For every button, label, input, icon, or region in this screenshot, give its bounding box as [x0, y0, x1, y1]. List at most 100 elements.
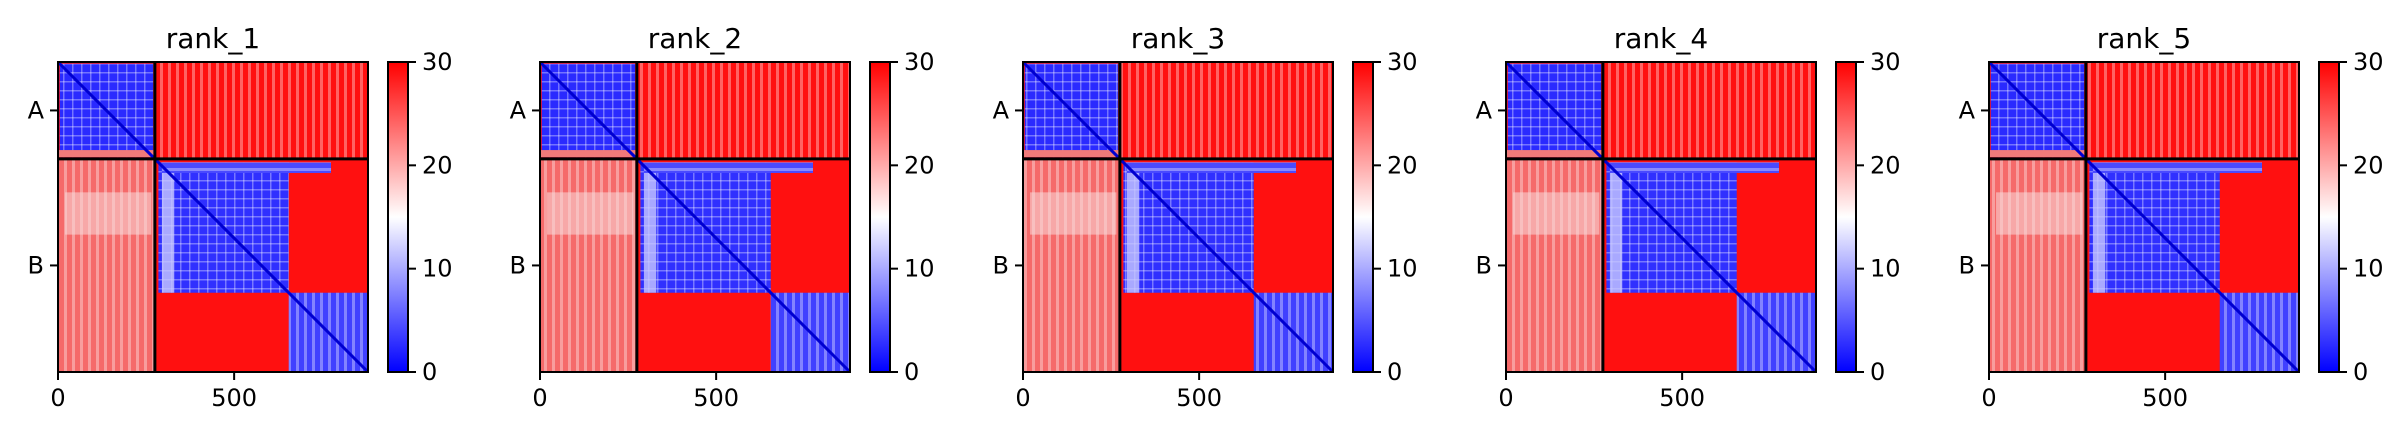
x-tick-label: 500 [693, 384, 739, 412]
colorbar-tick-label: 30 [422, 48, 453, 76]
colorbar-frame [869, 61, 891, 373]
colorbar-tick-label: 20 [422, 151, 453, 179]
y-tick-label: B [993, 251, 1009, 279]
heatmap-panel-5: rank_5 0 500 A B 0 10 20 30 [1959, 22, 2384, 412]
x-tick-label: 500 [1659, 384, 1705, 412]
colorbar-tick-label: 20 [904, 151, 935, 179]
y-tick-label: A [28, 96, 45, 124]
colorbar-tick-label: 10 [904, 255, 935, 283]
heatmap-panel-3: rank_3 0 500 A B 0 10 20 30 [993, 22, 1418, 412]
chain-a-lower-band [1989, 150, 2086, 158]
x-tick-label: 0 [1981, 384, 1996, 412]
panel-title: rank_1 [166, 22, 260, 55]
chain-b-domain-1-arm-texture [161, 162, 332, 173]
y-tick-label: B [28, 251, 44, 279]
colorbar-tick-label: 10 [1387, 255, 1418, 283]
x-tick-label: 0 [1498, 384, 1513, 412]
interchain-light-band [1513, 192, 1600, 235]
interchain-texture-ba [540, 158, 637, 372]
interchain-texture-ab [1602, 62, 1816, 159]
chain-b-domain-1-arm-texture [1609, 162, 1780, 173]
colorbar-tick-label: 20 [1387, 151, 1418, 179]
interchain-light-band [1996, 192, 2083, 235]
axes-frame [1505, 61, 1817, 373]
diagonal [1021, 60, 1335, 374]
x-tick-label: 0 [1015, 384, 1030, 412]
diagonal [1987, 60, 2301, 374]
colorbar-frame [1835, 61, 1857, 373]
chain-b-domain-1-arm-texture [643, 162, 814, 173]
colorbar-tick-label: 10 [422, 255, 453, 283]
chain-b-domain-1-light-column [2092, 172, 2106, 293]
axes-frame [539, 61, 851, 373]
y-tick-label: B [1476, 251, 1492, 279]
interchain-texture-ab [1119, 62, 1333, 159]
axes-frame [1022, 61, 1334, 373]
colorbar-tick-label: 20 [2353, 151, 2384, 179]
colorbar-frame [1352, 61, 1374, 373]
chain-a-lower-band [1023, 150, 1120, 158]
y-tick-label: B [1959, 251, 1975, 279]
x-tick-label: 500 [211, 384, 257, 412]
colorbar-tick-label: 0 [2353, 358, 2368, 386]
diagonal [56, 60, 370, 374]
axes-frame [1988, 61, 2300, 373]
y-tick-label: A [1959, 96, 1976, 124]
chain-a-lower-band [1506, 150, 1603, 158]
interchain-texture-ab [154, 62, 368, 159]
colorbar-tick-label: 10 [2353, 255, 2384, 283]
interchain-light-band [65, 192, 152, 235]
colorbar-tick-label: 30 [2353, 48, 2384, 76]
interchain-light-band [547, 192, 634, 235]
diagonal [1504, 60, 1818, 374]
interchain-texture-ba [1506, 158, 1603, 372]
axes-frame [57, 61, 369, 373]
colorbar-frame [387, 61, 409, 373]
colorbar-frame [2318, 61, 2340, 373]
colorbar-tick-label: 0 [1870, 358, 1885, 386]
colorbar [870, 62, 890, 372]
panel-title: rank_2 [648, 22, 742, 55]
chain-b-domain-1-arm-texture [1126, 162, 1297, 173]
chain-a-lower-band [540, 150, 637, 158]
colorbar-tick-label: 10 [1870, 255, 1901, 283]
interchain-texture-ab [2085, 62, 2299, 159]
x-tick-label: 500 [1176, 384, 1222, 412]
x-tick-label: 0 [532, 384, 547, 412]
heatmap-panel-1: rank_1 0 500 A B 0 10 20 30 [28, 22, 453, 412]
y-tick-label: B [510, 251, 526, 279]
colorbar [1353, 62, 1373, 372]
interchain-texture-ba [58, 158, 155, 372]
interchain-texture-ba [1989, 158, 2086, 372]
chain-b-domain-1-light-column [643, 172, 657, 293]
chain-b-domain-1-arm-texture [2092, 162, 2263, 173]
chain-b-domain-1-light-column [1126, 172, 1140, 293]
colorbar-tick-label: 30 [1870, 48, 1901, 76]
colorbar [1836, 62, 1856, 372]
colorbar-tick-label: 0 [904, 358, 919, 386]
y-tick-label: A [1476, 96, 1493, 124]
panel-title: rank_3 [1131, 22, 1225, 55]
y-tick-label: A [993, 96, 1010, 124]
heatmap-panel-4: rank_4 0 500 A B 0 10 20 30 [1476, 22, 1901, 412]
colorbar-tick-label: 0 [1387, 358, 1402, 386]
panel-title: rank_4 [1614, 22, 1708, 55]
colorbar [388, 62, 408, 372]
y-tick-label: A [510, 96, 527, 124]
interchain-light-band [1030, 192, 1117, 235]
chain-b-domain-1-light-column [1609, 172, 1623, 293]
colorbar-tick-label: 30 [904, 48, 935, 76]
diagonal [538, 60, 852, 374]
colorbar [2319, 62, 2339, 372]
x-tick-label: 0 [50, 384, 65, 412]
colorbar-tick-label: 30 [1387, 48, 1418, 76]
interchain-texture-ab [636, 62, 850, 159]
heatmap-panel-2: rank_2 0 500 A B 0 10 20 30 [510, 22, 935, 412]
colorbar-tick-label: 20 [1870, 151, 1901, 179]
chain-a-lower-band [58, 150, 155, 158]
x-tick-label: 500 [2142, 384, 2188, 412]
interchain-texture-ba [1023, 158, 1120, 372]
panel-title: rank_5 [2097, 22, 2191, 55]
chain-b-domain-1-light-column [161, 172, 175, 293]
